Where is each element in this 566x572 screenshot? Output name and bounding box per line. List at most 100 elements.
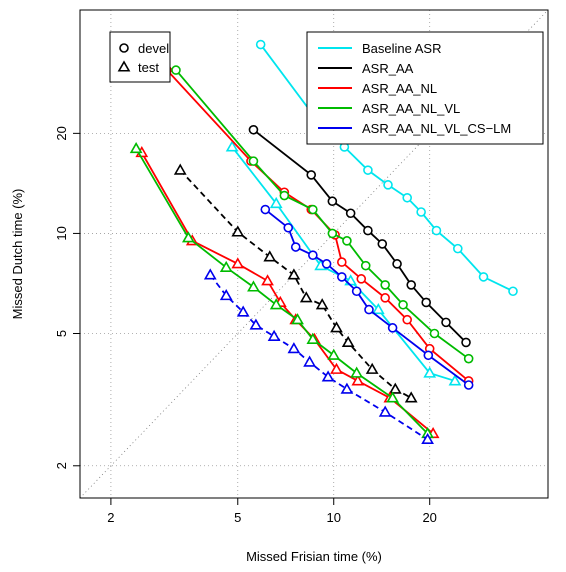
data-point-test [225, 140, 239, 152]
series-legend-label: Baseline ASR [362, 41, 442, 56]
data-point-test [321, 370, 335, 382]
series-legend-label: ASR_AA_NL_VL_CS−LM [362, 121, 511, 136]
data-series [129, 39, 518, 445]
y-tick-label: 5 [54, 330, 69, 337]
data-point-test [249, 318, 263, 330]
data-point-test [378, 405, 392, 417]
data-point-test [231, 225, 245, 237]
data-point-devel [364, 304, 374, 315]
data-point-devel [452, 243, 463, 254]
data-point-devel [290, 242, 301, 252]
data-point-devel [336, 257, 347, 267]
data-point-devel [398, 299, 408, 310]
data-point-devel [461, 337, 471, 348]
data-point-devel [255, 39, 266, 50]
data-point-test [315, 298, 329, 310]
data-point-devel [387, 323, 398, 333]
data-point-devel [421, 297, 431, 308]
legend-triangle-icon [117, 60, 131, 72]
data-point-devel [356, 274, 367, 284]
data-point-test [236, 305, 250, 317]
grid [80, 10, 548, 498]
data-point-test [181, 231, 195, 243]
series-legend-label: ASR_AA [362, 61, 414, 76]
data-point-devel [345, 208, 356, 219]
data-point-devel [383, 180, 393, 190]
data-point-devel [380, 293, 390, 303]
data-point-devel [423, 350, 434, 361]
data-point-test [291, 313, 304, 325]
data-point-test [219, 260, 233, 273]
data-point-test [303, 355, 316, 367]
x-tick-label: 10 [326, 510, 340, 525]
data-point-devel [392, 259, 402, 269]
data-point-devel [260, 204, 271, 215]
data-point-test [299, 291, 313, 303]
data-point-devel [351, 286, 362, 297]
data-point-devel [321, 259, 332, 269]
data-point-devel [402, 192, 412, 203]
diagonal-line [79, 9, 549, 499]
data-point-devel [463, 353, 474, 364]
data-point-test [386, 391, 399, 403]
data-point-devel [363, 225, 373, 236]
data-point-test [388, 382, 402, 394]
series-legend: Baseline ASR ASR_AA ASR_AA_NL ASR_AA_NL_VL A… [306, 31, 544, 145]
data-point-test [421, 432, 434, 445]
data-point-test [203, 268, 217, 280]
diagonal-reference-line [79, 9, 549, 499]
x-tick-label: 2 [107, 510, 114, 525]
data-point-devel [441, 317, 451, 328]
data-point-devel [406, 280, 417, 290]
data-point-devel [377, 239, 388, 249]
legend-circle-icon [119, 43, 129, 53]
data-point-test [350, 366, 364, 378]
data-point-test [287, 268, 301, 280]
data-point-devel [478, 272, 489, 282]
data-point-devel [429, 328, 440, 339]
data-point-devel [327, 196, 338, 207]
data-point-devel [283, 222, 294, 233]
data-point-test [404, 391, 418, 403]
series-legend-label: ASR_AA_NL_VL [362, 101, 460, 116]
marker-legend: devel test [109, 31, 171, 83]
series-0 [225, 39, 518, 386]
data-point-devel [306, 170, 317, 180]
series-line-test [209, 274, 429, 441]
data-point-devel [463, 380, 474, 390]
y-axis-label: Missed Dutch time (%) [10, 189, 25, 320]
data-point-devel [336, 272, 347, 282]
series-legend-label: ASR_AA_NL [362, 81, 437, 96]
y-tick-label: 20 [54, 126, 69, 140]
y-tick-label: 2 [54, 462, 69, 469]
data-point-devel [342, 236, 352, 246]
data-point-test [269, 298, 283, 310]
data-point-test [340, 382, 354, 394]
x-tick-label: 5 [234, 510, 241, 525]
data-point-test [261, 274, 274, 286]
data-point-test [247, 280, 260, 292]
data-point-test [173, 163, 187, 175]
data-point-test [351, 374, 365, 386]
data-point-test [341, 335, 355, 347]
data-point-test [423, 366, 437, 378]
data-point-test [306, 332, 320, 344]
data-point-test [365, 362, 379, 374]
data-point-test [267, 329, 281, 341]
x-axis-label: Missed Frisian time (%) [246, 549, 382, 564]
data-point-devel [380, 280, 390, 290]
plot-frame [79, 9, 549, 499]
marker-legend-label: devel [138, 41, 169, 56]
data-point-devel [248, 124, 259, 135]
data-point-test [330, 321, 343, 333]
data-point-test [231, 257, 245, 269]
data-point-devel [363, 165, 373, 175]
marker-legend-label: test [138, 60, 159, 75]
data-point-devel [308, 204, 318, 215]
data-point-devel [248, 156, 259, 166]
data-point-test [371, 302, 385, 315]
data-point-devel [402, 314, 412, 325]
data-point-devel [327, 228, 338, 239]
data-point-devel [508, 286, 518, 297]
data-point-test [287, 342, 301, 354]
